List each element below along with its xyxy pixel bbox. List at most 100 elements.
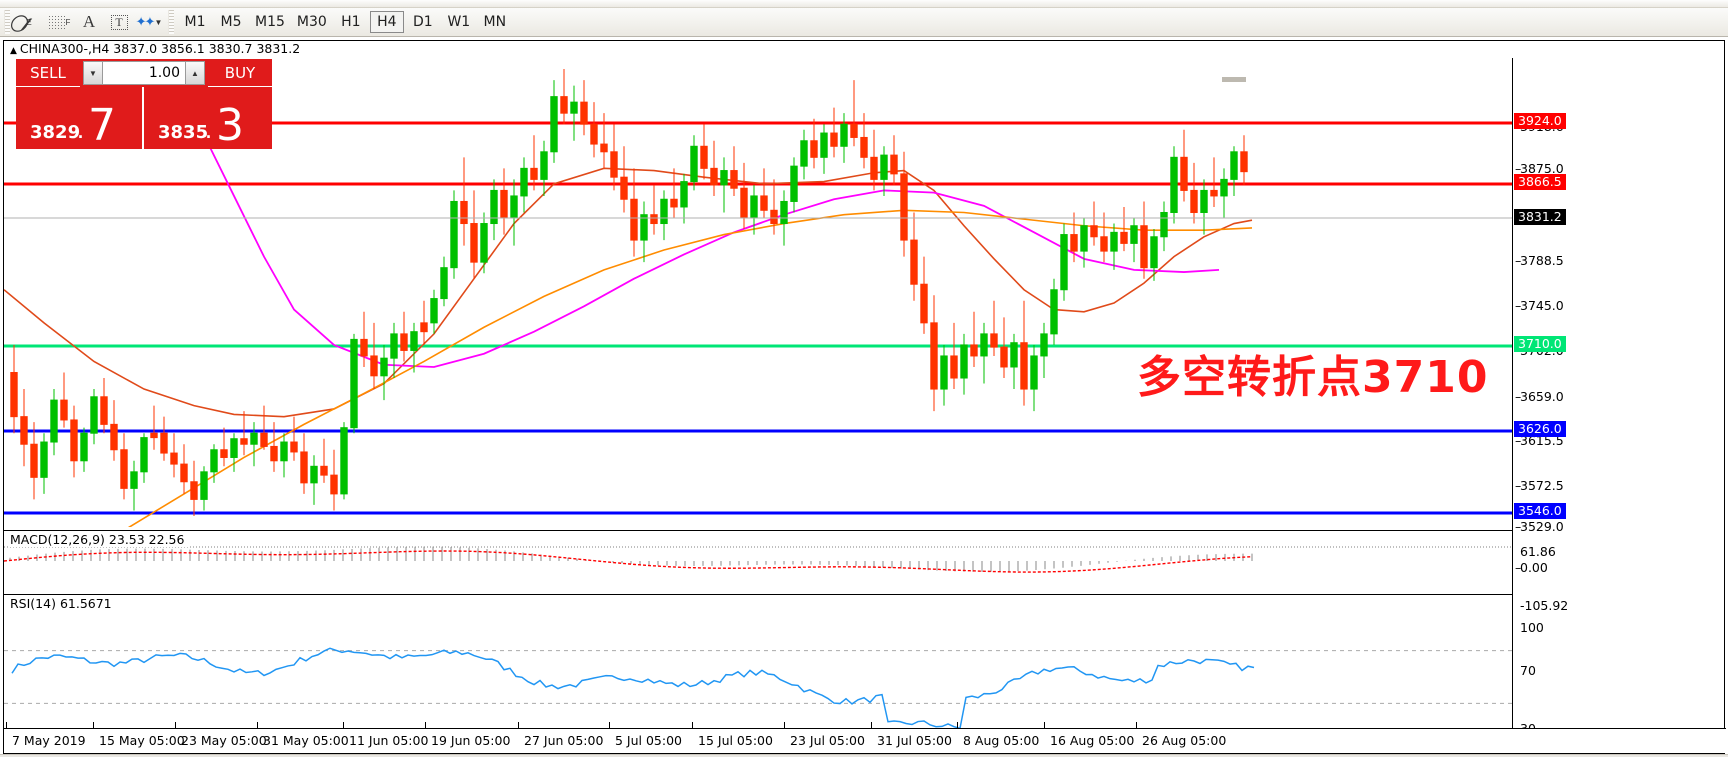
time-label: 15 Jul 05:00: [698, 733, 773, 748]
candle: [950, 322, 958, 390]
candle: [970, 311, 978, 367]
timeframe-m15[interactable]: M15: [255, 14, 285, 30]
candle: [510, 179, 518, 246]
toolbar-grip[interactable]: [4, 10, 10, 34]
trade-panel-prices-row: 3829 . 7 3835 . 3: [16, 87, 272, 151]
candle: [140, 433, 148, 483]
candle: [1170, 146, 1178, 224]
candle: [550, 80, 558, 163]
price-tick-3745.0: –3745.0: [1515, 298, 1564, 313]
candle: [30, 422, 38, 500]
candle: [660, 190, 668, 241]
candle: [1060, 223, 1068, 301]
expert-advisors-icon[interactable]: ⃝⁄⁄E: [26, 15, 32, 34]
time-tick: [257, 722, 258, 729]
price-tick-3788.5: –3788.5: [1515, 253, 1564, 268]
text-object-icon[interactable]: T: [104, 9, 134, 35]
toolbar-upper-strip: [0, 0, 1728, 8]
volume-decrease-icon[interactable]: ▼: [83, 61, 103, 85]
candle: [990, 300, 998, 356]
collapse-triangle-icon[interactable]: ▲: [10, 46, 17, 56]
sell-button[interactable]: SELL: [16, 59, 80, 87]
macd-pane[interactable]: MACD(12,26,9) 23.53 22.56: [4, 530, 1514, 592]
timeframe-h1[interactable]: H1: [341, 14, 361, 30]
time-label: 11 Jun 05:00: [349, 733, 429, 748]
candle: [440, 256, 448, 307]
candle: [1090, 201, 1098, 246]
objects-dropdown-icon[interactable]: ✦✦ ▼: [135, 14, 163, 29]
timeframe-m1[interactable]: M1: [184, 14, 206, 30]
chart-area[interactable]: ▲ CHINA300-,H4 3837.0 3856.1 3830.7 3831.…: [3, 40, 1726, 757]
candle: [1040, 322, 1048, 379]
time-tick: [957, 722, 958, 729]
volume-stepper[interactable]: ▼ 1.00 ▲: [80, 59, 208, 87]
rsi-plot: [4, 647, 1514, 730]
timeframe-d1[interactable]: D1: [412, 14, 433, 30]
rsi-pane[interactable]: RSI(14) 61.5671: [4, 594, 1514, 746]
price-pane[interactable]: [4, 58, 1514, 527]
candle: [960, 333, 968, 395]
timeframe-m30[interactable]: M30: [296, 14, 327, 30]
candle: [520, 157, 528, 213]
candle: [650, 184, 658, 235]
candle: [60, 372, 68, 428]
candle: [850, 80, 858, 147]
candle: [310, 455, 318, 505]
candle: [590, 102, 598, 158]
candle: [1080, 218, 1088, 268]
candle: [190, 460, 198, 516]
buy-price-box[interactable]: 3835 . 3: [144, 87, 272, 151]
candle: [800, 129, 808, 180]
price-badge-3710.0: 3710.0: [1514, 336, 1566, 352]
candle: [420, 300, 428, 345]
time-label: 16 Aug 05:00: [1050, 733, 1135, 748]
price-scale[interactable]: –3918.6–3875.0–3831.2–3788.5–3745.0–3702…: [1512, 58, 1724, 757]
chart-scroll-nub[interactable]: [1222, 77, 1246, 82]
candle: [830, 107, 838, 158]
candle: [470, 190, 478, 279]
one-click-trading-panel[interactable]: SELL ▼ 1.00 ▲ BUY 3829 . 7 3835 . 3: [16, 59, 272, 151]
candle: [610, 124, 618, 191]
timeframe-m5[interactable]: M5: [220, 14, 242, 30]
buy-button[interactable]: BUY: [208, 59, 272, 87]
candle: [1150, 229, 1158, 281]
candle: [210, 444, 218, 483]
status-bar: [0, 754, 1728, 757]
time-label: 8 Aug 05:00: [963, 733, 1040, 748]
timeframe-group-grip[interactable]: [168, 10, 174, 34]
sell-price-box[interactable]: 3829 . 7: [16, 87, 144, 151]
price-tick-3659.0: –3659.0: [1515, 389, 1564, 404]
candle: [790, 157, 798, 213]
volume-increase-icon[interactable]: ▲: [185, 61, 205, 85]
candle: [920, 256, 928, 334]
candle: [150, 405, 158, 450]
candle: [120, 433, 128, 500]
timeframe-w1[interactable]: W1: [447, 14, 471, 30]
indicators-grid-icon[interactable]: F: [44, 9, 74, 35]
candle: [820, 124, 828, 174]
time-label: 31 May 05:00: [263, 733, 349, 748]
candle: [1120, 206, 1128, 252]
candle: [380, 344, 388, 401]
candle: [1010, 333, 1018, 390]
candle: [910, 212, 918, 301]
timeframe-h4[interactable]: H4: [369, 11, 404, 33]
time-scale[interactable]: 7 May 2019 15 May 05:00 23 May 05:00 31 May…: [4, 722, 1726, 753]
buy-price-decimal: 3: [216, 100, 244, 151]
price-badge-3924.0: 3924.0: [1514, 113, 1566, 129]
time-label: 23 May 05:00: [181, 733, 267, 748]
volume-input[interactable]: 1.00: [103, 61, 185, 85]
candle: [230, 433, 238, 472]
text-label-icon[interactable]: A: [82, 12, 96, 31]
time-label: 31 Jul 05:00: [877, 733, 952, 748]
timeframe-mn[interactable]: MN: [483, 14, 507, 30]
candle: [1050, 278, 1058, 345]
candle: [1020, 300, 1028, 406]
candle: [940, 344, 948, 406]
candle: [1100, 212, 1108, 263]
candle: [270, 422, 278, 472]
candle: [300, 433, 308, 494]
price-badge-3831.2: 3831.2: [1514, 209, 1566, 225]
candle: [930, 295, 938, 412]
